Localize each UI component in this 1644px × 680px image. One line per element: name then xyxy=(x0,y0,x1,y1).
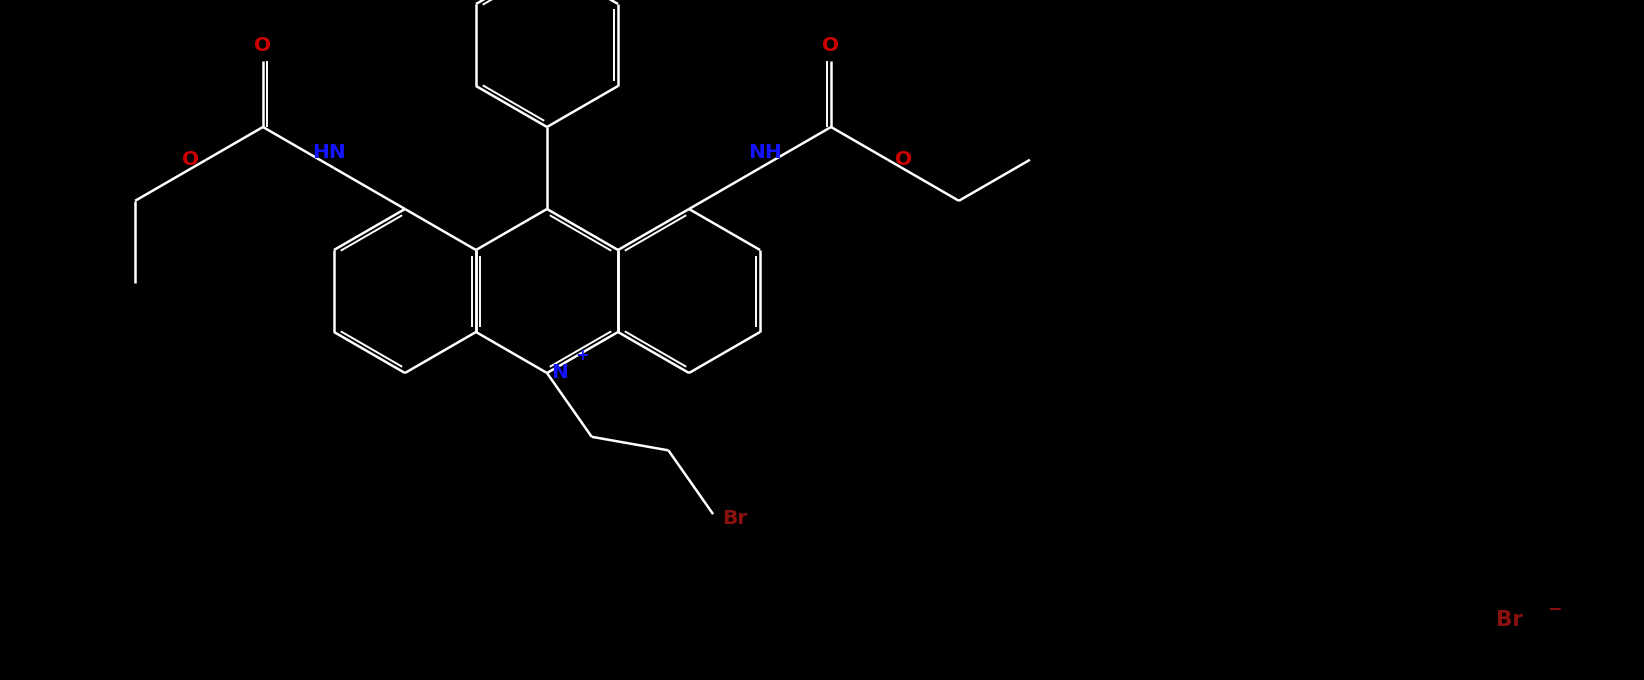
Text: −: − xyxy=(1547,599,1562,617)
Text: O: O xyxy=(255,36,271,55)
Text: +: + xyxy=(575,348,589,364)
Text: O: O xyxy=(822,36,840,55)
Text: N: N xyxy=(552,362,569,381)
Text: NH: NH xyxy=(748,143,783,162)
Text: O: O xyxy=(181,150,199,169)
Text: Br: Br xyxy=(1496,610,1524,630)
Text: O: O xyxy=(896,150,912,169)
Text: HN: HN xyxy=(312,143,345,162)
Text: Br: Br xyxy=(722,509,748,528)
